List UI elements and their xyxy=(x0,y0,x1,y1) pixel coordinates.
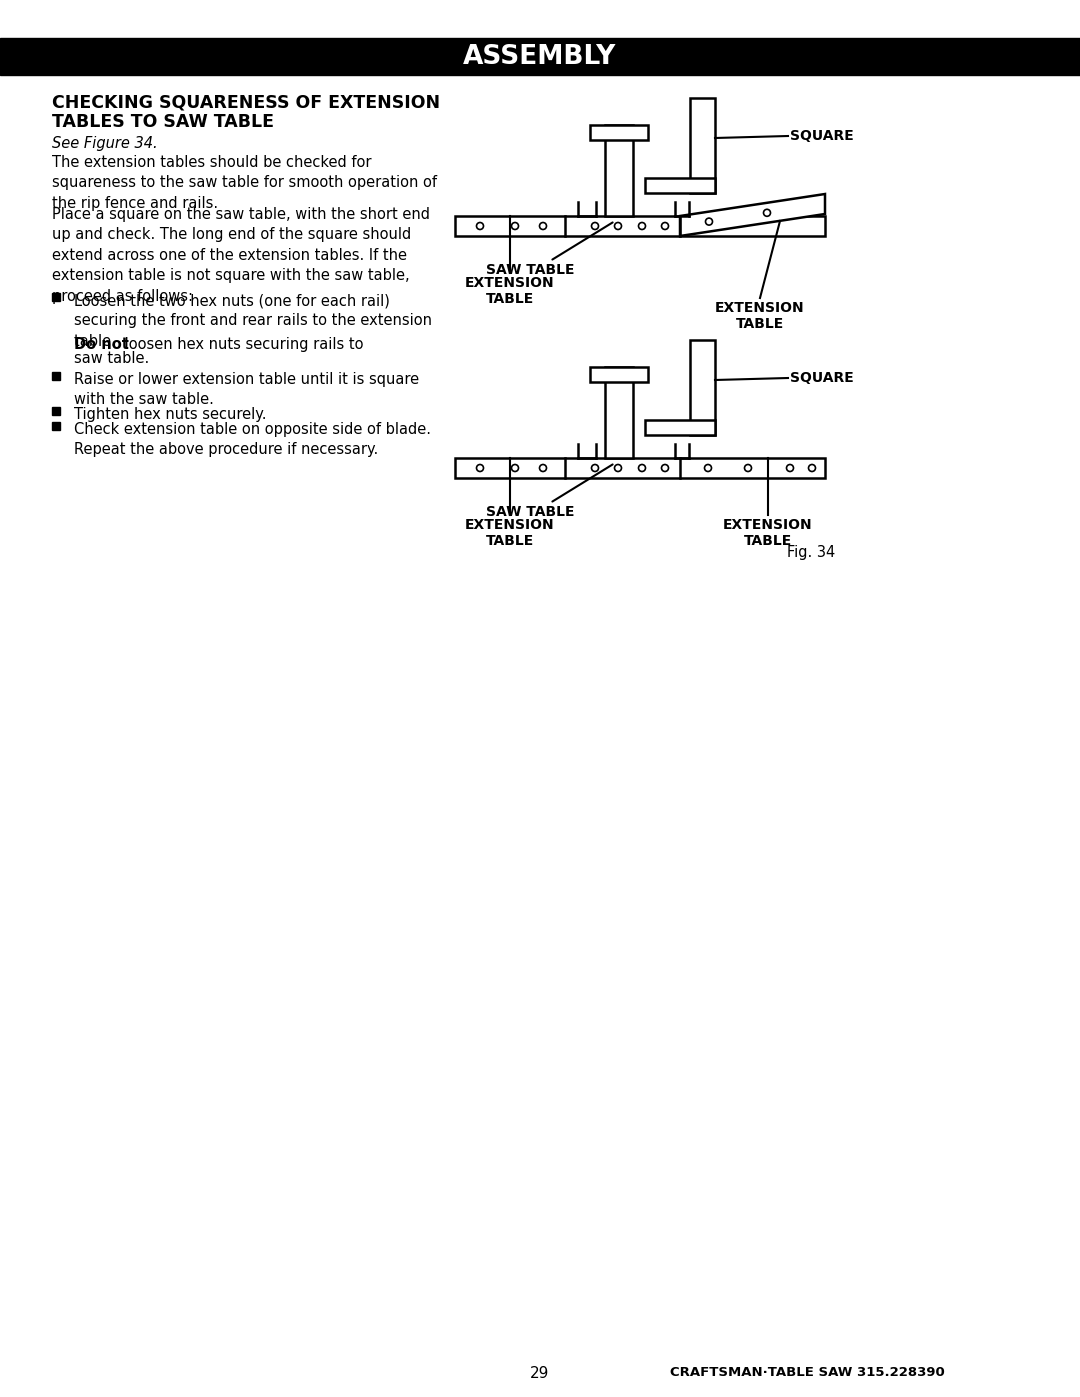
Bar xyxy=(645,420,715,434)
Text: CRAFTSMAN·TABLE SAW 315.228390: CRAFTSMAN·TABLE SAW 315.228390 xyxy=(671,1366,945,1379)
Text: SQUARE: SQUARE xyxy=(789,372,854,386)
Bar xyxy=(690,339,715,434)
Bar xyxy=(645,177,715,193)
Text: EXTENSION
TABLE: EXTENSION TABLE xyxy=(724,518,813,548)
Text: Fig. 34: Fig. 34 xyxy=(786,545,835,560)
Text: TABLES TO SAW TABLE: TABLES TO SAW TABLE xyxy=(52,113,274,131)
Bar xyxy=(590,367,648,381)
Text: SAW TABLE: SAW TABLE xyxy=(486,263,575,277)
Text: Do not: Do not xyxy=(75,337,129,352)
Text: loosen hex nuts securing rails to: loosen hex nuts securing rails to xyxy=(120,337,364,352)
Text: Check extension table on opposite side of blade.
Repeat the above procedure if n: Check extension table on opposite side o… xyxy=(75,422,431,457)
Bar xyxy=(52,372,60,380)
Bar xyxy=(52,407,60,415)
Text: SAW TABLE: SAW TABLE xyxy=(486,504,575,520)
Bar xyxy=(690,98,715,193)
Bar xyxy=(52,293,60,300)
Text: CHECKING SQUARENESS OF EXTENSION: CHECKING SQUARENESS OF EXTENSION xyxy=(52,94,441,110)
Text: Loosen the two hex nuts (one for each rail)
securing the front and rear rails to: Loosen the two hex nuts (one for each ra… xyxy=(75,293,432,349)
Text: Place a square on the saw table, with the short end
up and check. The long end o: Place a square on the saw table, with th… xyxy=(52,207,430,303)
Bar xyxy=(52,422,60,430)
Text: SQUARE: SQUARE xyxy=(789,129,854,142)
Bar xyxy=(455,458,825,478)
Polygon shape xyxy=(680,194,825,236)
Bar xyxy=(0,38,1080,75)
Text: EXTENSION
TABLE: EXTENSION TABLE xyxy=(465,277,555,306)
Text: saw table.: saw table. xyxy=(75,351,149,366)
Text: EXTENSION
TABLE: EXTENSION TABLE xyxy=(465,518,555,548)
Text: EXTENSION
TABLE: EXTENSION TABLE xyxy=(715,300,805,331)
Bar xyxy=(455,217,825,236)
Text: See Figure 34.: See Figure 34. xyxy=(52,136,158,151)
Text: Tighten hex nuts securely.: Tighten hex nuts securely. xyxy=(75,407,267,422)
Text: ASSEMBLY: ASSEMBLY xyxy=(463,43,617,70)
Text: The extension tables should be checked for
squareness to the saw table for smoot: The extension tables should be checked f… xyxy=(52,155,437,211)
Text: 29: 29 xyxy=(530,1365,550,1380)
Bar xyxy=(605,367,633,458)
Bar xyxy=(590,124,648,140)
Text: Raise or lower extension table until it is square
with the saw table.: Raise or lower extension table until it … xyxy=(75,372,419,408)
Bar xyxy=(605,124,633,217)
